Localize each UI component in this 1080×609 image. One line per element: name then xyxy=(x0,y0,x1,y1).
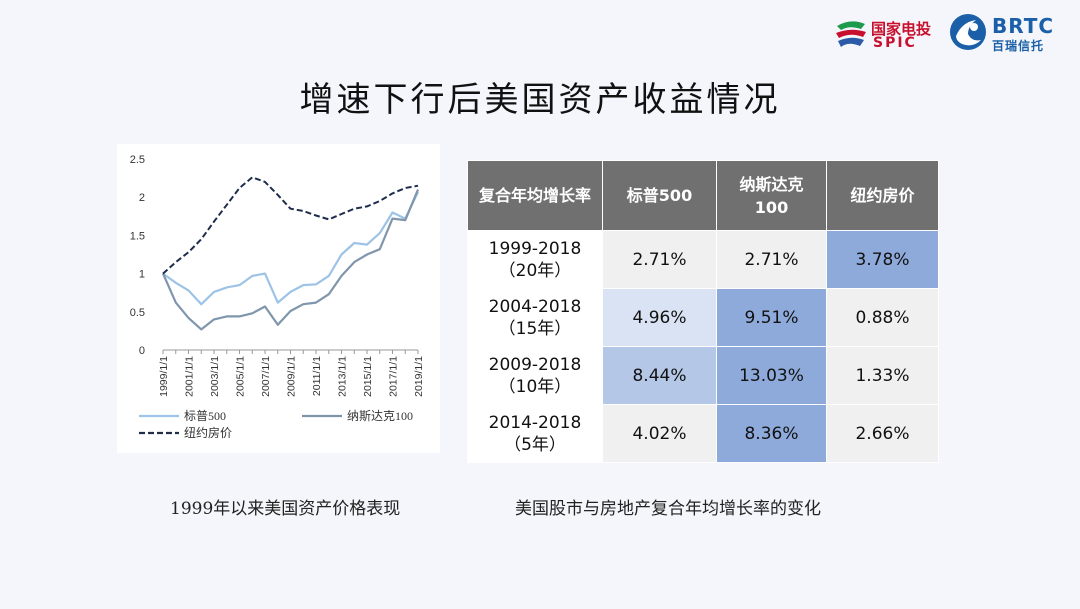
x-tick-label: 2013/1/1 xyxy=(337,356,349,397)
table-header-cell: 复合年均增长率 xyxy=(467,160,603,231)
value-cell: 4.96% xyxy=(602,288,717,347)
x-tick-label: 2017/1/1 xyxy=(388,356,400,397)
brtc-logo: BRTC 百瑞信托 xyxy=(948,12,1073,53)
legend-label: 纽约房价 xyxy=(184,425,232,440)
legend-label: 纳斯达克100 xyxy=(347,409,413,423)
x-tick-label: 2019/1/1 xyxy=(413,356,425,397)
period-years: （5年） xyxy=(504,434,566,455)
y-tick-label: 0.5 xyxy=(130,307,145,319)
table-header-cell: 标普500 xyxy=(602,160,717,231)
table-header-row: 复合年均增长率 标普500 纳斯达克100 纽约房价 xyxy=(467,160,939,231)
value-cell: 8.36% xyxy=(716,404,827,463)
value-cell: 9.51% xyxy=(716,288,827,347)
table-header-cell: 纳斯达克100 xyxy=(716,160,827,231)
x-tick-label: 1999/1/1 xyxy=(158,356,170,397)
table-header-cell: 纽约房价 xyxy=(826,160,939,231)
page-title: 增速下行后美国资产收益情况 xyxy=(299,80,781,120)
table-row: 2009-2018 （10年） 8.44% 13.03% 1.33% xyxy=(467,346,939,405)
chart-caption: 1999年以来美国资产价格表现 xyxy=(170,499,401,519)
x-tick-label: 2005/1/1 xyxy=(235,356,247,397)
period-cell: 2009-2018 （10年） xyxy=(467,346,603,405)
period-years: （20年） xyxy=(498,260,572,281)
period-range: 2004-2018 xyxy=(488,296,582,317)
spic-logo-cn: 国家电投 xyxy=(871,20,932,38)
value-cell: 2.71% xyxy=(716,230,827,289)
y-tick-label: 2 xyxy=(139,192,145,204)
value-cell: 0.88% xyxy=(826,288,939,347)
brtc-logo-en: BRTC xyxy=(992,14,1055,38)
value-cell: 4.02% xyxy=(602,404,717,463)
x-tick-label: 2015/1/1 xyxy=(362,356,374,397)
table-row: 1999-2018 （20年） 2.71% 2.71% 3.78% xyxy=(467,230,939,289)
y-tick-label: 1.5 xyxy=(130,230,145,242)
x-tick-label: 2007/1/1 xyxy=(260,356,272,397)
legend-label: 标普500 xyxy=(184,409,226,423)
period-range: 2014-2018 xyxy=(488,412,582,433)
period-cell: 2014-2018 （5年） xyxy=(467,404,603,463)
period-cell: 1999-2018 （20年） xyxy=(467,230,603,289)
series-line xyxy=(162,191,419,306)
spic-logo-en: SPIC xyxy=(873,35,917,51)
period-years: （10年） xyxy=(498,376,572,397)
value-cell: 2.71% xyxy=(602,230,717,289)
period-range: 1999-2018 xyxy=(488,238,582,259)
table-row: 2014-2018 （5年） 4.02% 8.36% 2.66% xyxy=(467,404,939,463)
table-caption: 美国股市与房地产复合年均增长率的变化 xyxy=(515,499,821,519)
value-cell: 3.78% xyxy=(826,230,939,289)
y-tick-label: 1 xyxy=(139,269,145,281)
period-cell: 2004-2018 （15年） xyxy=(467,288,603,347)
cagr-table: 复合年均增长率 标普500 纳斯达克100 纽约房价 1999-2018 （20年… xyxy=(467,160,939,463)
spic-logo: 国家电投 SPIC xyxy=(833,16,943,52)
value-cell: 13.03% xyxy=(716,346,827,405)
brtc-logo-icon xyxy=(950,14,986,50)
series-line xyxy=(162,176,419,275)
series-line xyxy=(161,189,420,331)
brtc-logo-cn: 百瑞信托 xyxy=(992,39,1045,53)
table-row: 2004-2018 （15年） 4.96% 9.51% 0.88% xyxy=(467,288,939,347)
y-tick-label: 0 xyxy=(139,345,145,357)
value-cell: 1.33% xyxy=(826,346,939,405)
period-range: 2009-2018 xyxy=(488,354,582,375)
spic-logo-icon xyxy=(836,21,866,47)
x-tick-label: 2001/1/1 xyxy=(184,356,196,397)
x-tick-label: 2009/1/1 xyxy=(286,356,298,397)
period-years: （15年） xyxy=(498,318,572,339)
x-tick-label: 2011/1/1 xyxy=(311,356,323,396)
line-chart: 0 0.5 1 1.5 2 2.5 1999/1/1 2001/1/1 2003/1/1 2005… xyxy=(130,154,425,440)
value-cell: 2.66% xyxy=(826,404,939,463)
value-cell: 8.44% xyxy=(602,346,717,405)
y-tick-label: 2.5 xyxy=(130,154,145,166)
x-tick-label: 2003/1/1 xyxy=(209,356,221,397)
line-chart-panel: 0 0.5 1 1.5 2 2.5 1999/1/1 2001/1/1 2003/1/1 2005… xyxy=(117,144,440,453)
